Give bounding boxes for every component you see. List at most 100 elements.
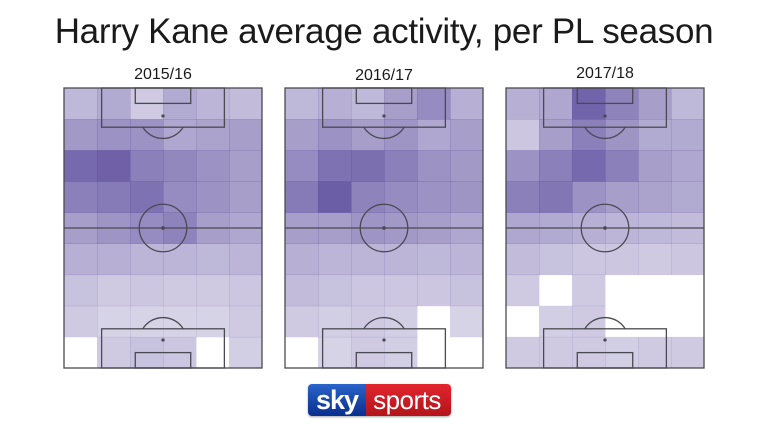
heat-cell xyxy=(196,274,230,307)
heat-cell xyxy=(163,150,197,182)
pitch-markings xyxy=(505,87,705,369)
heat-cell xyxy=(384,305,418,338)
heat-cell xyxy=(450,181,484,213)
heat-cell xyxy=(605,150,639,182)
heat-cell xyxy=(229,274,263,307)
heat-cell xyxy=(64,150,98,182)
heat-cell xyxy=(130,181,164,213)
heat-cell xyxy=(285,150,319,182)
heat-cell xyxy=(285,119,319,151)
heat-cell xyxy=(97,150,131,182)
heat-cell xyxy=(318,181,352,213)
heat-cell xyxy=(97,181,131,213)
heat-cell xyxy=(572,274,606,307)
season-label: 2017/18 xyxy=(576,65,634,82)
heat-cell xyxy=(318,336,352,369)
heat-cell xyxy=(97,336,131,369)
heat-cell xyxy=(163,243,197,276)
heat-cell xyxy=(196,150,230,182)
heat-cell xyxy=(64,243,98,276)
heat-cell xyxy=(450,150,484,182)
heat-cell xyxy=(450,274,484,307)
heat-cell xyxy=(130,150,164,182)
heat-cell xyxy=(229,88,263,120)
heat-cell xyxy=(450,305,484,338)
heat-cell xyxy=(97,243,131,276)
heat-cell xyxy=(671,150,705,182)
heat-cell xyxy=(539,243,573,276)
heat-cell xyxy=(163,119,197,151)
heat-cell xyxy=(64,181,98,213)
heat-cell xyxy=(638,181,672,213)
heat-cell xyxy=(229,181,263,213)
logo-sports-text: sports xyxy=(366,384,451,416)
heat-cell xyxy=(351,243,385,276)
heat-cell xyxy=(64,274,98,307)
heat-cell xyxy=(638,243,672,276)
pitch-panel-1: 2016/17 xyxy=(284,67,484,369)
heat-cell xyxy=(506,88,540,120)
heat-cell xyxy=(384,119,418,151)
heat-cell xyxy=(351,119,385,151)
heat-cell xyxy=(450,88,484,120)
heat-cell xyxy=(450,119,484,151)
heat-cell xyxy=(384,274,418,307)
heat-cell xyxy=(163,305,197,338)
heat-cell xyxy=(539,150,573,182)
heat-cell xyxy=(318,119,352,151)
heat-cell xyxy=(318,243,352,276)
chart-title: Harry Kane average activity, per PL seas… xyxy=(54,12,714,51)
heat-cell xyxy=(539,181,573,213)
heat-cell xyxy=(539,119,573,151)
heat-cell xyxy=(97,305,131,338)
heat-cell xyxy=(130,119,164,151)
heat-cell xyxy=(506,243,540,276)
heat-cell xyxy=(229,336,263,369)
heat-cell xyxy=(539,305,573,338)
heat-cell xyxy=(97,88,131,120)
season-label: 2015/16 xyxy=(134,66,192,83)
heat-cell xyxy=(229,305,263,338)
heat-cell xyxy=(384,243,418,276)
heat-cell xyxy=(572,243,606,276)
pitch-markings xyxy=(284,87,484,369)
heat-cell xyxy=(417,150,451,182)
heat-cell xyxy=(97,119,131,151)
heat-cell xyxy=(351,274,385,307)
heat-cell xyxy=(539,88,573,120)
heat-cell xyxy=(671,119,705,151)
heat-cell xyxy=(450,243,484,276)
heat-cell xyxy=(285,181,319,213)
heat-cell xyxy=(506,274,540,307)
heat-cell xyxy=(130,274,164,307)
heat-cell xyxy=(417,243,451,276)
heat-cell xyxy=(318,305,352,338)
heat-cell xyxy=(229,150,263,182)
heat-cell xyxy=(318,88,352,120)
heat-cell xyxy=(671,243,705,276)
heat-cell xyxy=(285,305,319,338)
heat-cell xyxy=(285,274,319,307)
heat-cell xyxy=(506,181,540,213)
pitch-panel-0: 2015/16 xyxy=(63,66,263,369)
pitch-markings xyxy=(63,87,263,369)
heat-cell xyxy=(572,305,606,338)
heat-cell xyxy=(318,150,352,182)
heat-cell xyxy=(64,305,98,338)
heat-cell xyxy=(351,305,385,338)
heat-cell xyxy=(64,119,98,151)
heat-cell xyxy=(539,336,573,369)
heat-cell xyxy=(506,336,540,369)
heat-cell xyxy=(638,150,672,182)
heat-cell xyxy=(384,181,418,213)
logo-sky-text: sky xyxy=(308,384,367,416)
heat-cell xyxy=(130,305,164,338)
heat-cell xyxy=(671,181,705,213)
heat-cell xyxy=(163,274,197,307)
heat-cell xyxy=(572,119,606,151)
season-label: 2016/17 xyxy=(355,67,413,84)
heat-cell xyxy=(605,119,639,151)
heat-cell xyxy=(196,181,230,213)
heat-cell xyxy=(130,243,164,276)
